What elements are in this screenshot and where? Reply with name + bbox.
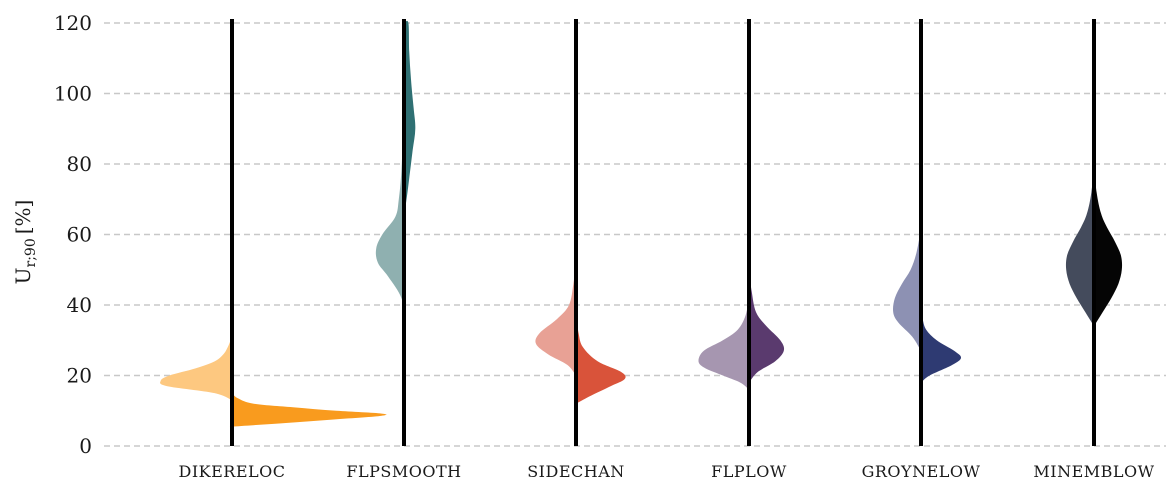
y-axis-label-main: U — [11, 267, 35, 284]
category-label-dikereloc: DIKERELOC — [179, 462, 286, 481]
violin-left-minemblow — [1065, 161, 1095, 328]
x-category-labels: DIKERELOC FLPSMOOTH SIDECHAN FLPLOW GROYNELO… — [179, 462, 1155, 481]
category-label-groynelow: GROYNELOW — [862, 462, 981, 481]
y-tick-label: 100 — [54, 82, 92, 106]
violin-left-sidechan — [535, 261, 577, 377]
y-tick-labels: 0 20 40 60 80 100 120 — [54, 11, 92, 458]
violin-right-minemblow — [1093, 161, 1123, 328]
y-axis-label-unit: [%] — [11, 200, 35, 235]
violin-left-flplow — [698, 296, 750, 391]
category-label-sidechan: SIDECHAN — [527, 462, 625, 481]
violin-right-flpsmooth — [403, 20, 416, 219]
violin-right-flplow — [748, 268, 785, 384]
category-label-flpsmooth: FLPSMOOTH — [346, 462, 461, 481]
y-tick-label: 0 — [79, 434, 92, 458]
violins — [160, 20, 1123, 427]
violin-left-flpsmooth — [375, 90, 405, 321]
violin-right-dikereloc — [228, 392, 387, 427]
y-tick-label: 120 — [54, 11, 92, 35]
y-tick-label: 80 — [67, 152, 92, 176]
violin-right-groynelow — [920, 303, 962, 384]
y-tick-label: 40 — [67, 293, 92, 317]
grid-lines — [104, 22, 1166, 447]
category-label-minemblow: MINEMBLOW — [1033, 462, 1154, 481]
violin-left-dikereloc — [160, 335, 234, 401]
center-lines — [230, 19, 1096, 446]
y-tick-label: 20 — [67, 364, 92, 388]
violin-left-groynelow — [892, 225, 922, 352]
violin-right-sidechan — [575, 310, 626, 405]
y-tick-label: 60 — [67, 223, 92, 247]
category-label-flplow: FLPLOW — [711, 462, 787, 481]
y-axis-label-subscript: r;90 — [23, 238, 39, 267]
y-axis-label: Ur;90 [%] — [11, 200, 39, 285]
